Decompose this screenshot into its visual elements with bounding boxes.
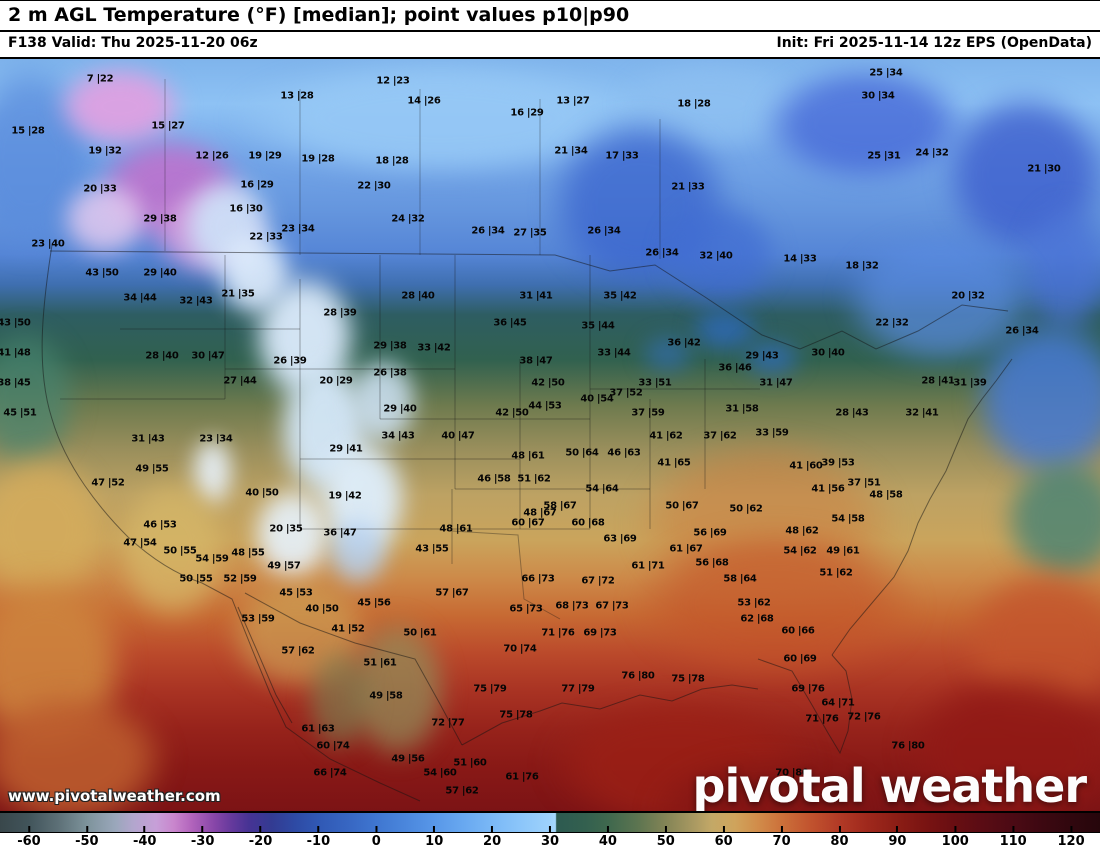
tick-label: 120: [1057, 834, 1085, 849]
shading-region: [305, 644, 375, 754]
colorbar-tick: 30: [540, 826, 560, 849]
tick-label: 30: [540, 834, 560, 849]
gulf-coastline: [461, 684, 759, 746]
shading-region: [640, 334, 695, 374]
colorbar-tick: 20: [483, 826, 502, 849]
tick-label: -50: [75, 834, 99, 849]
colorbar-tick: 60: [714, 826, 733, 849]
tick-label: 20: [483, 834, 502, 849]
tick-label: 90: [888, 834, 907, 849]
tick-label: -30: [190, 834, 215, 849]
tick-mark: [780, 826, 783, 833]
shading-region: [115, 474, 230, 624]
colorbar-tick: 90: [888, 826, 907, 849]
colorbar-tick: 70: [772, 826, 791, 849]
tick-mark: [606, 826, 609, 833]
map-header: 2 m AGL Temperature (°F) [median]; point…: [0, 1, 1100, 57]
tick-mark: [201, 826, 204, 833]
us-mexico-border: [244, 592, 463, 746]
colorbar-tick: -40: [132, 826, 157, 849]
tick-mark: [143, 826, 146, 833]
colorbar-tick: 100: [941, 826, 969, 849]
colorbar-ticks: -60 -50 -40 -30 -20 -10 0 10 20 30 40 50 60 70 80 90 100…: [0, 826, 1100, 850]
header-sub-row: F138 Valid: Thu 2025-11-20 06z Init: Fri…: [0, 32, 1100, 55]
pivotalweather-logo: pivotal weather: [692, 759, 1087, 813]
tick-mark: [317, 826, 320, 833]
shading-region: [60, 179, 150, 259]
temperature-shading: [0, 59, 1100, 811]
tick-label: 110: [999, 834, 1027, 849]
tick-label: -60: [17, 834, 41, 849]
shading-region: [760, 64, 970, 184]
west-coastline: [41, 244, 421, 802]
tick-mark: [1070, 826, 1073, 833]
colorbar-tick: -30: [190, 826, 215, 849]
tick-mark: [491, 826, 494, 833]
tick-label: 60: [714, 834, 733, 849]
shading-region: [742, 339, 802, 377]
valid-time-label: F138 Valid: Thu 2025-11-20 06z: [8, 35, 258, 51]
colorbar-tick: -50: [75, 826, 99, 849]
tick-mark: [664, 826, 667, 833]
shading-region: [660, 199, 780, 309]
tick-mark: [896, 826, 899, 833]
tick-mark: [85, 826, 88, 833]
tick-mark: [433, 826, 436, 833]
watermark-url: www.pivotalweather.com: [8, 787, 221, 805]
tick-mark: [722, 826, 725, 833]
temperature-colorbar: -60 -50 -40 -30 -20 -10 0 10 20 30 40 50 60 70 80 90 100…: [0, 813, 1100, 850]
colorbar-tick: 80: [830, 826, 849, 849]
province-borders: [164, 79, 661, 259]
baja-coastline: [237, 606, 293, 724]
colorbar-tick: 50: [656, 826, 675, 849]
east-coastline: [831, 358, 1013, 656]
tick-label: 50: [656, 834, 675, 849]
tick-label: 0: [371, 834, 381, 849]
colorbar-tick: 40: [598, 826, 617, 849]
tick-mark: [27, 826, 30, 833]
shading-region: [690, 307, 760, 352]
tick-label: -40: [132, 834, 157, 849]
tick-label: 70: [772, 834, 791, 849]
tick-label: 10: [425, 834, 444, 849]
shading-region: [345, 354, 420, 449]
shading-region: [0, 689, 170, 811]
state-borders: [60, 255, 760, 620]
colorbar-tick: 120: [1057, 826, 1085, 849]
temperature-map[interactable]: www.pivotalweather.com pivotal weather: [0, 57, 1100, 813]
tick-label: -10: [306, 834, 331, 849]
colorbar-tick: -10: [306, 826, 331, 849]
init-time-label: Init: Fri 2025-11-14 12z EPS (OpenData): [776, 35, 1093, 51]
colorbar-tick: -60: [17, 826, 41, 849]
tick-label: -20: [248, 834, 273, 849]
us-canada-border: [49, 250, 1009, 350]
colorbar-tick: 110: [999, 826, 1027, 849]
tick-mark: [954, 826, 957, 833]
tick-mark: [1012, 826, 1015, 833]
tick-mark: [838, 826, 841, 833]
florida-coastline: [757, 654, 853, 755]
tick-label: 80: [830, 834, 849, 849]
tick-mark: [375, 826, 378, 833]
tick-mark: [549, 826, 551, 833]
colorbar-tick: 0: [371, 826, 381, 849]
tick-label: 100: [941, 834, 969, 849]
shading-region: [325, 514, 390, 589]
tick-mark: [259, 826, 262, 833]
borders-overlay: [41, 79, 1013, 802]
shading-region: [900, 669, 1100, 811]
shading-region: [1000, 454, 1100, 584]
colorbar-tick: 10: [425, 826, 444, 849]
colorbar-tick: -20: [248, 826, 273, 849]
shading-region: [250, 484, 335, 584]
tick-label: 40: [598, 834, 617, 849]
page-title: 2 m AGL Temperature (°F) [median]; point…: [0, 1, 1100, 32]
